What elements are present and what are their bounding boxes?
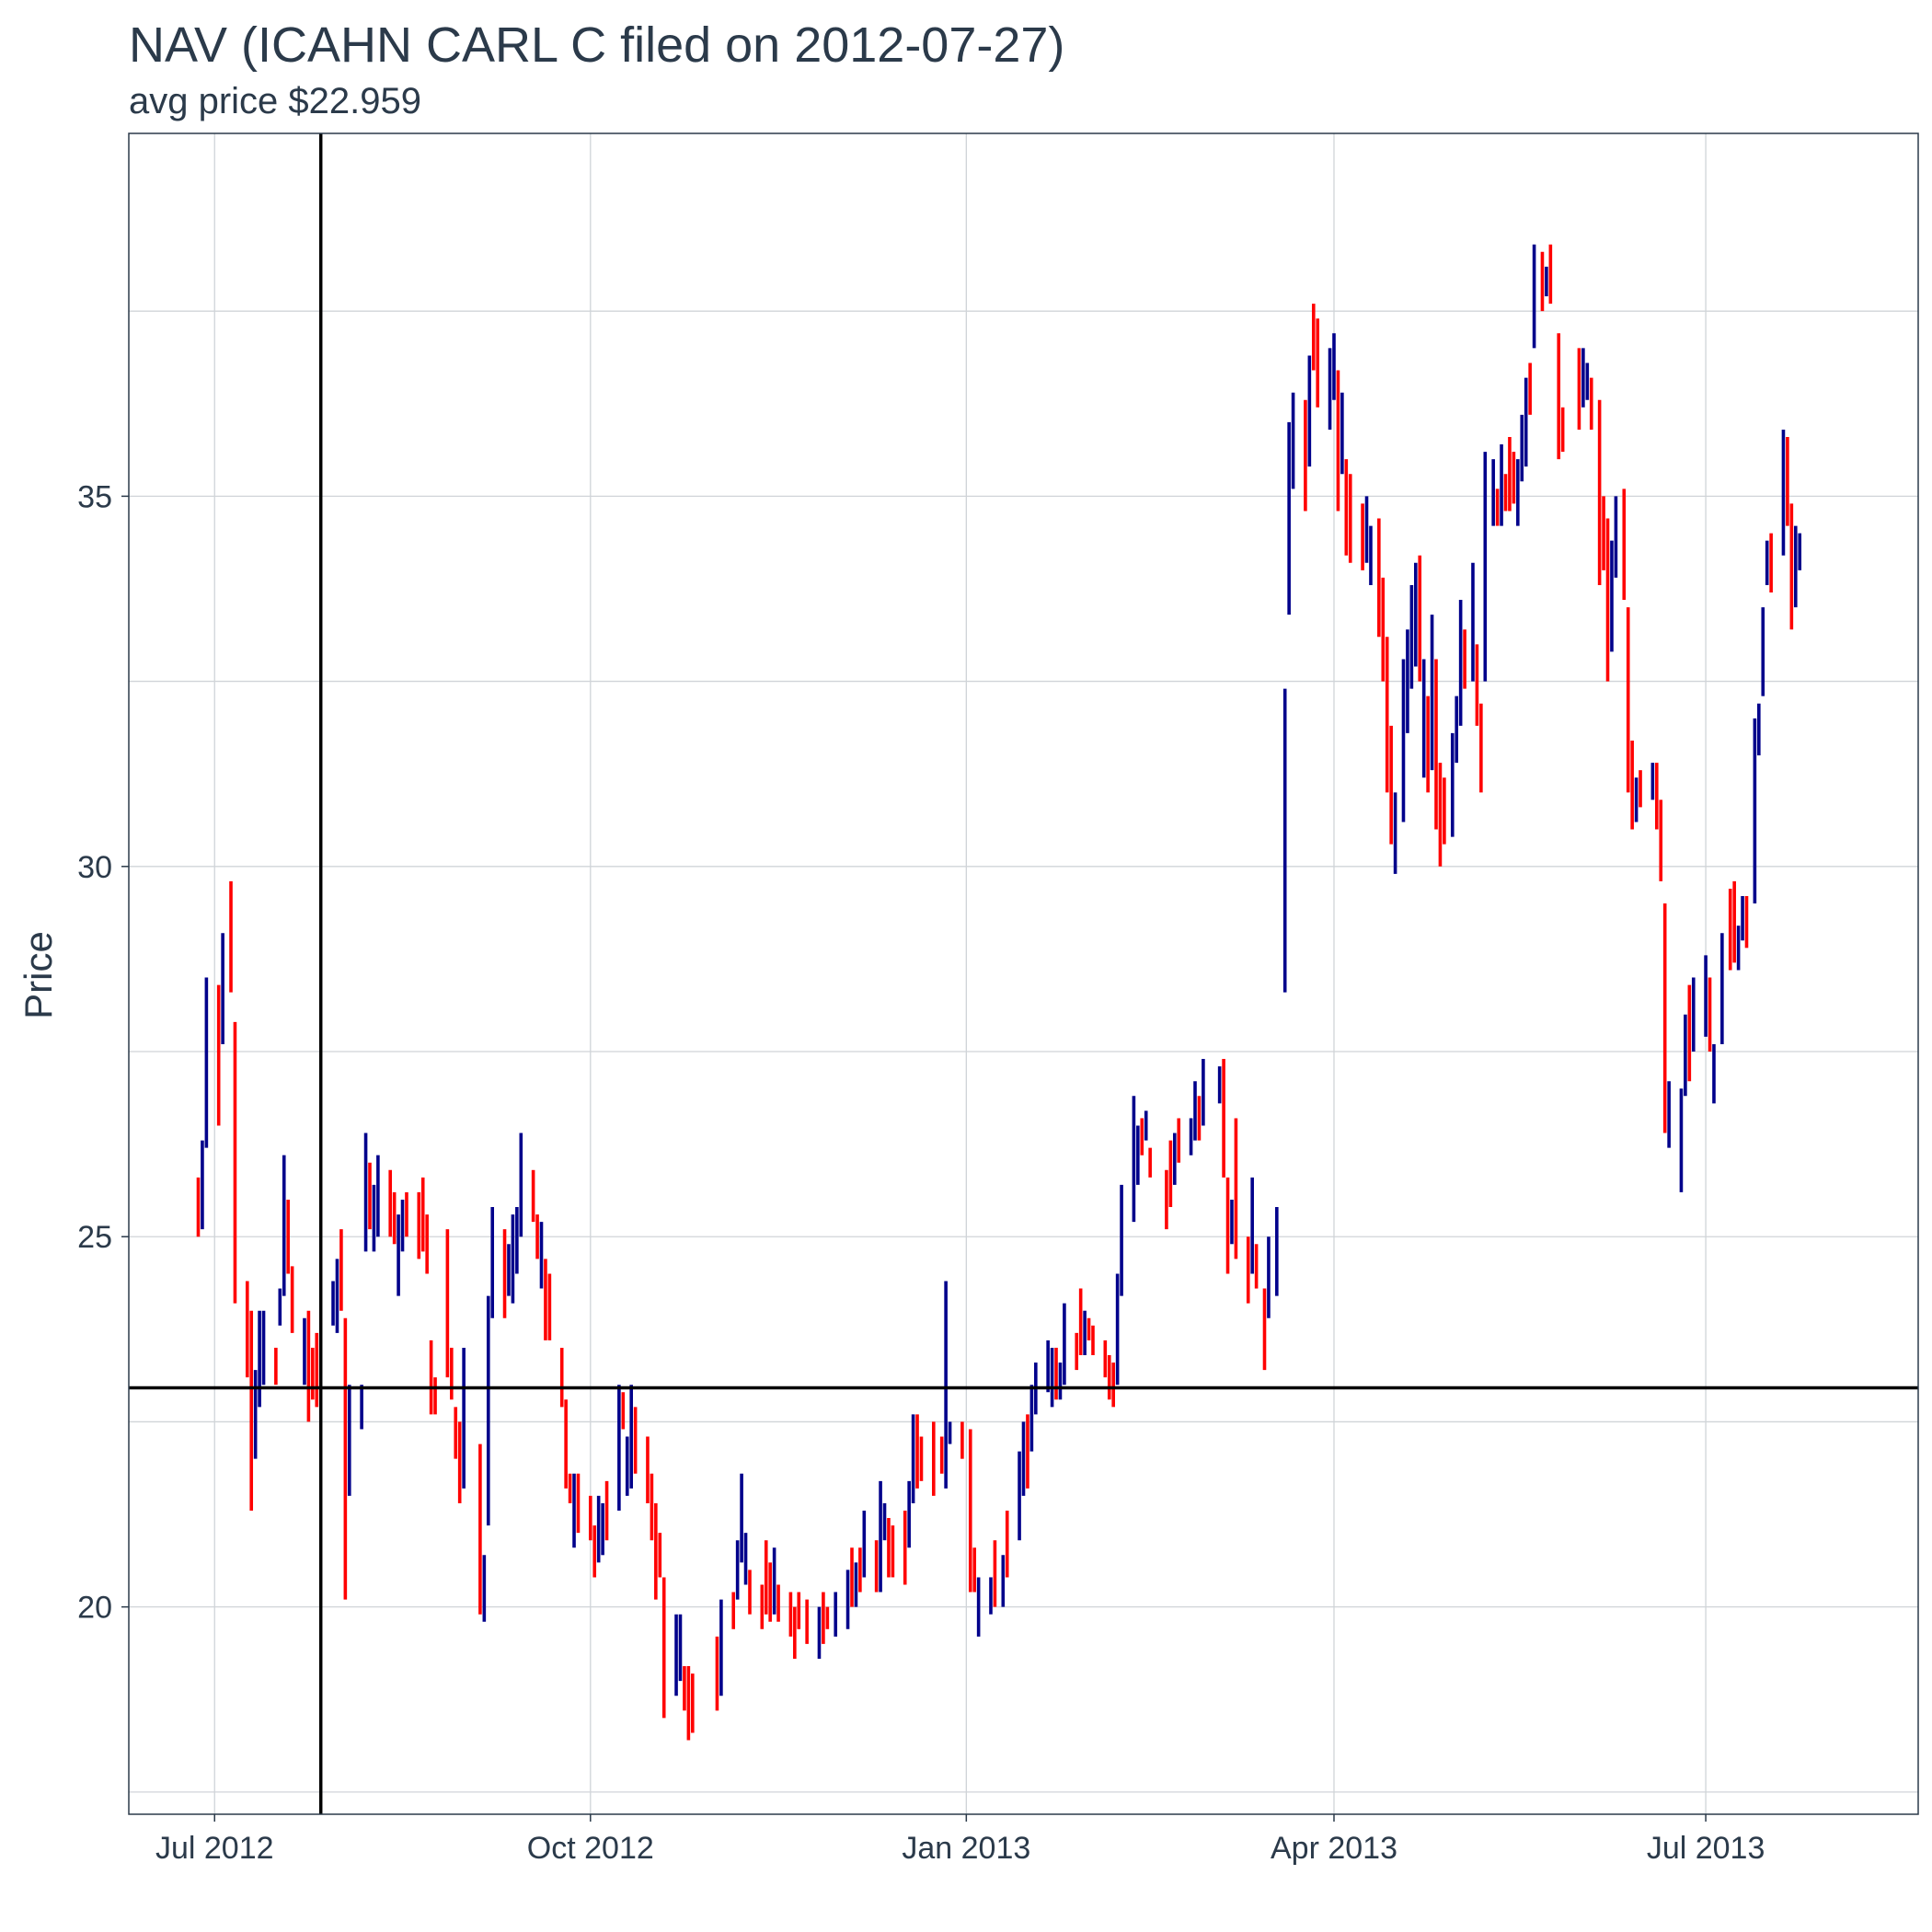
x-tick-label: Oct 2012 [527, 1831, 654, 1866]
price-bars [196, 244, 1802, 1741]
x-tick-label: Apr 2013 [1271, 1831, 1397, 1866]
x-tick-label: Jul 2012 [155, 1831, 274, 1866]
y-tick-label: 30 [77, 850, 112, 885]
x-axis-ticks: Jul 2012 Oct 2012 Jan 2013 Apr 2013 Jul 2013 [155, 1814, 1765, 1866]
reference-lines [129, 133, 1918, 1814]
x-tick-label: Jan 2013 [902, 1831, 1030, 1866]
x-tick-label: Jul 2013 [1647, 1831, 1765, 1866]
grid-lines [129, 133, 1918, 1814]
plot-panel-border [128, 132, 1919, 1815]
y-axis-ticks: 20 25 30 35 [77, 479, 129, 1626]
y-tick-label: 25 [77, 1220, 112, 1255]
y-tick-label: 20 [77, 1591, 112, 1626]
y-tick-label: 35 [77, 479, 112, 514]
chart-subtitle: avg price $22.959 [129, 81, 422, 121]
y-axis-title: Price [17, 931, 60, 1019]
chart-title: NAV (ICAHN CARL C filed on 2012-07-27) [129, 17, 1065, 73]
